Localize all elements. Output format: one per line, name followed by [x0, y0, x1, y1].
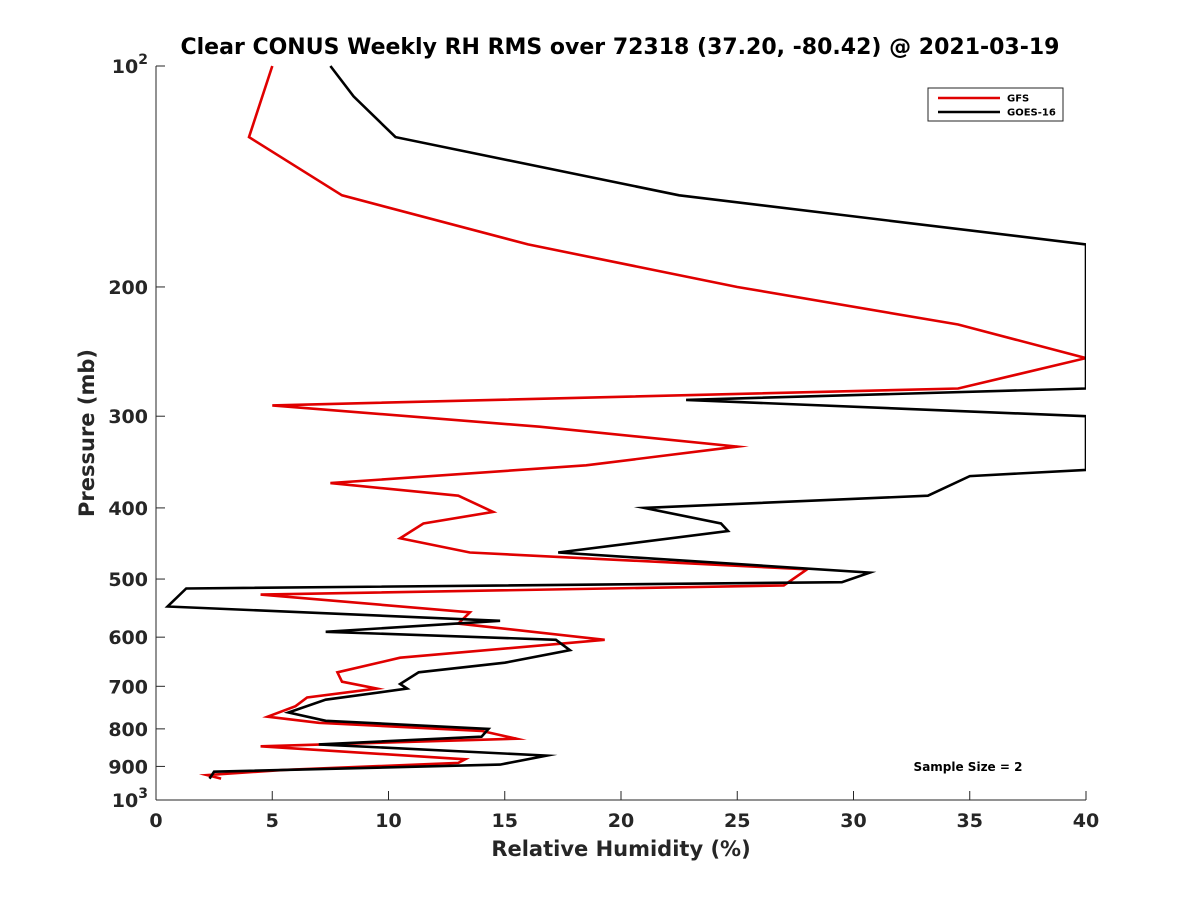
legend-box	[927, 87, 1064, 122]
x-axis-label: Relative Humidity (%)	[491, 837, 750, 861]
axes-layer: 0 5 10 15 20 25 30 35 40 102 200 300 400 500 600 700 800…	[108, 52, 1099, 832]
series-line-goes-16	[164, 65, 1086, 780]
x-tick-label: 0	[149, 810, 162, 832]
legend: GFS GOES-16	[927, 87, 1064, 122]
series-line-gfs	[198, 65, 1086, 780]
x-tick-label: 35	[957, 810, 983, 832]
x-tick-label: 15	[492, 810, 518, 832]
legend-entry-label: GFS	[1007, 94, 1029, 105]
y-tick-label: 200	[108, 277, 148, 299]
x-tick-label: 25	[724, 810, 750, 832]
legend-entry-label: GOES-16	[1007, 108, 1056, 119]
y-tick-label: 700	[108, 676, 148, 698]
series-layer	[164, 65, 1086, 780]
chart-title: Clear CONUS Weekly RH RMS over 72318 (37…	[181, 35, 1060, 60]
x-tick-label: 30	[840, 810, 866, 832]
y-tick-label: 300	[108, 406, 148, 428]
x-tick-label: 40	[1073, 810, 1099, 832]
y-tick-label: 500	[108, 569, 148, 591]
y-tick-label: 600	[108, 627, 148, 649]
sample-size-annotation: Sample Size = 2	[914, 760, 1023, 774]
y-tick-label: 400	[108, 498, 148, 520]
y-tick-label: 103	[112, 786, 148, 812]
y-tick-label: 900	[108, 756, 148, 778]
y-axis-label: Pressure (mb)	[75, 349, 99, 517]
x-tick-label: 5	[266, 810, 279, 832]
y-tick-label: 102	[112, 52, 148, 78]
x-tick-label: 20	[608, 810, 634, 832]
x-tick-label: 10	[375, 810, 401, 832]
y-tick-label: 800	[108, 719, 148, 741]
